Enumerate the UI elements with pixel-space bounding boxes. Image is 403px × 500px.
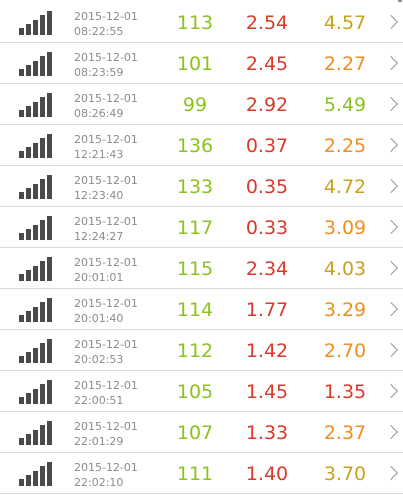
- value-2: 1.45: [245, 381, 289, 403]
- row-date: 2015-12-01: [74, 379, 138, 392]
- row-date: 2015-12-01: [74, 174, 138, 187]
- list-item[interactable]: 2015-12-01 20:01:01 115 2.34 4.03: [0, 248, 403, 289]
- value-2: 2.92: [245, 94, 289, 116]
- list-item[interactable]: 2015-12-01 22:00:51 105 1.45 1.35: [0, 371, 403, 412]
- chevron-right-icon[interactable]: [383, 383, 399, 399]
- value-2: 1.42: [245, 340, 289, 362]
- value-2: 0.37: [245, 135, 289, 157]
- value-1: 112: [176, 340, 214, 362]
- value-1: 107: [176, 422, 214, 444]
- value-1: 111: [176, 463, 214, 485]
- signal-bars-icon: [19, 380, 55, 404]
- signal-bars-icon: [19, 175, 55, 199]
- row-date: 2015-12-01: [74, 420, 138, 433]
- value-1: 101: [176, 53, 214, 75]
- value-1: 105: [176, 381, 214, 403]
- value-3: 1.35: [323, 381, 367, 403]
- value-3: 3.70: [323, 463, 367, 485]
- signal-bars-icon: [19, 93, 55, 117]
- value-2: 0.35: [245, 176, 289, 198]
- value-2: 1.40: [245, 463, 289, 485]
- value-3: 3.09: [323, 217, 367, 239]
- chevron-right-icon[interactable]: [383, 14, 399, 30]
- list-item[interactable]: 2015-12-01 12:23:40 133 0.35 4.72: [0, 166, 403, 207]
- chevron-right-icon[interactable]: [383, 55, 399, 71]
- list-item[interactable]: 2015-12-01 22:02:10 111 1.40 3.70: [0, 453, 403, 494]
- chevron-right-icon[interactable]: [383, 465, 399, 481]
- value-2: 1.33: [245, 422, 289, 444]
- signal-bars-icon: [19, 11, 55, 35]
- chevron-right-icon[interactable]: [383, 96, 399, 112]
- row-date: 2015-12-01: [74, 256, 138, 269]
- row-date: 2015-12-01: [74, 215, 138, 228]
- row-date: 2015-12-01: [74, 461, 138, 474]
- value-3: 2.70: [323, 340, 367, 362]
- value-3: 2.25: [323, 135, 367, 157]
- value-2: 2.34: [245, 258, 289, 280]
- row-time: 22:00:51: [74, 394, 124, 407]
- value-3: 2.37: [323, 422, 367, 444]
- row-time: 08:26:49: [74, 107, 124, 120]
- list-item[interactable]: 2015-12-01 08:22:55 113 2.54 4.57: [0, 2, 403, 43]
- value-1: 113: [176, 12, 214, 34]
- row-date: 2015-12-01: [74, 10, 138, 23]
- row-time: 20:02:53: [74, 353, 124, 366]
- value-2: 0.33: [245, 217, 289, 239]
- row-date: 2015-12-01: [74, 133, 138, 146]
- value-1: 114: [176, 299, 214, 321]
- value-3: 3.29: [323, 299, 367, 321]
- value-1: 115: [176, 258, 214, 280]
- value-3: 2.27: [323, 53, 367, 75]
- signal-bars-icon: [19, 52, 55, 76]
- signal-bars-icon: [19, 339, 55, 363]
- signal-bars-icon: [19, 216, 55, 240]
- value-3: 5.49: [323, 94, 367, 116]
- row-time: 22:01:29: [74, 435, 124, 448]
- list-item[interactable]: 2015-12-01 22:01:29 107 1.33 2.37: [0, 412, 403, 453]
- signal-bars-icon: [19, 257, 55, 281]
- row-time: 22:02:10: [74, 476, 124, 489]
- value-1: 136: [176, 135, 214, 157]
- chevron-right-icon[interactable]: [383, 424, 399, 440]
- row-date: 2015-12-01: [74, 51, 138, 64]
- row-date: 2015-12-01: [74, 338, 138, 351]
- chevron-right-icon[interactable]: [383, 137, 399, 153]
- chevron-right-icon[interactable]: [383, 178, 399, 194]
- chevron-right-icon[interactable]: [383, 219, 399, 235]
- list-item[interactable]: 2015-12-01 08:23:59 101 2.45 2.27: [0, 43, 403, 84]
- signal-bars-icon: [19, 134, 55, 158]
- row-time: 20:01:01: [74, 271, 124, 284]
- value-1: 133: [176, 176, 214, 198]
- row-time: 08:22:55: [74, 25, 124, 38]
- value-1: 99: [182, 94, 208, 116]
- chevron-right-icon[interactable]: [383, 301, 399, 317]
- row-date: 2015-12-01: [74, 92, 138, 105]
- row-time: 12:23:40: [74, 189, 124, 202]
- list-item[interactable]: 2015-12-01 08:26:49 99 2.92 5.49: [0, 84, 403, 125]
- list-item[interactable]: 2015-12-01 12:21:43 136 0.37 2.25: [0, 125, 403, 166]
- value-3: 4.57: [323, 12, 367, 34]
- list-item[interactable]: 2015-12-01 20:02:53 112 1.42 2.70: [0, 330, 403, 371]
- value-1: 117: [176, 217, 214, 239]
- value-2: 2.45: [245, 53, 289, 75]
- signal-bars-icon: [19, 421, 55, 445]
- value-3: 4.03: [323, 258, 367, 280]
- row-time: 20:01:40: [74, 312, 124, 325]
- row-time: 08:23:59: [74, 66, 124, 79]
- row-date: 2015-12-01: [74, 297, 138, 310]
- value-3: 4.72: [323, 176, 367, 198]
- list-item[interactable]: 2015-12-01 20:01:40 114 1.77 3.29: [0, 289, 403, 330]
- row-time: 12:24:27: [74, 230, 124, 243]
- signal-bars-icon: [19, 298, 55, 322]
- chevron-right-icon[interactable]: [383, 260, 399, 276]
- signal-bars-icon: [19, 462, 55, 486]
- value-2: 2.54: [245, 12, 289, 34]
- chevron-right-icon[interactable]: [383, 342, 399, 358]
- value-2: 1.77: [245, 299, 289, 321]
- row-time: 12:21:43: [74, 148, 124, 161]
- list-item[interactable]: 2015-12-01 12:24:27 117 0.33 3.09: [0, 207, 403, 248]
